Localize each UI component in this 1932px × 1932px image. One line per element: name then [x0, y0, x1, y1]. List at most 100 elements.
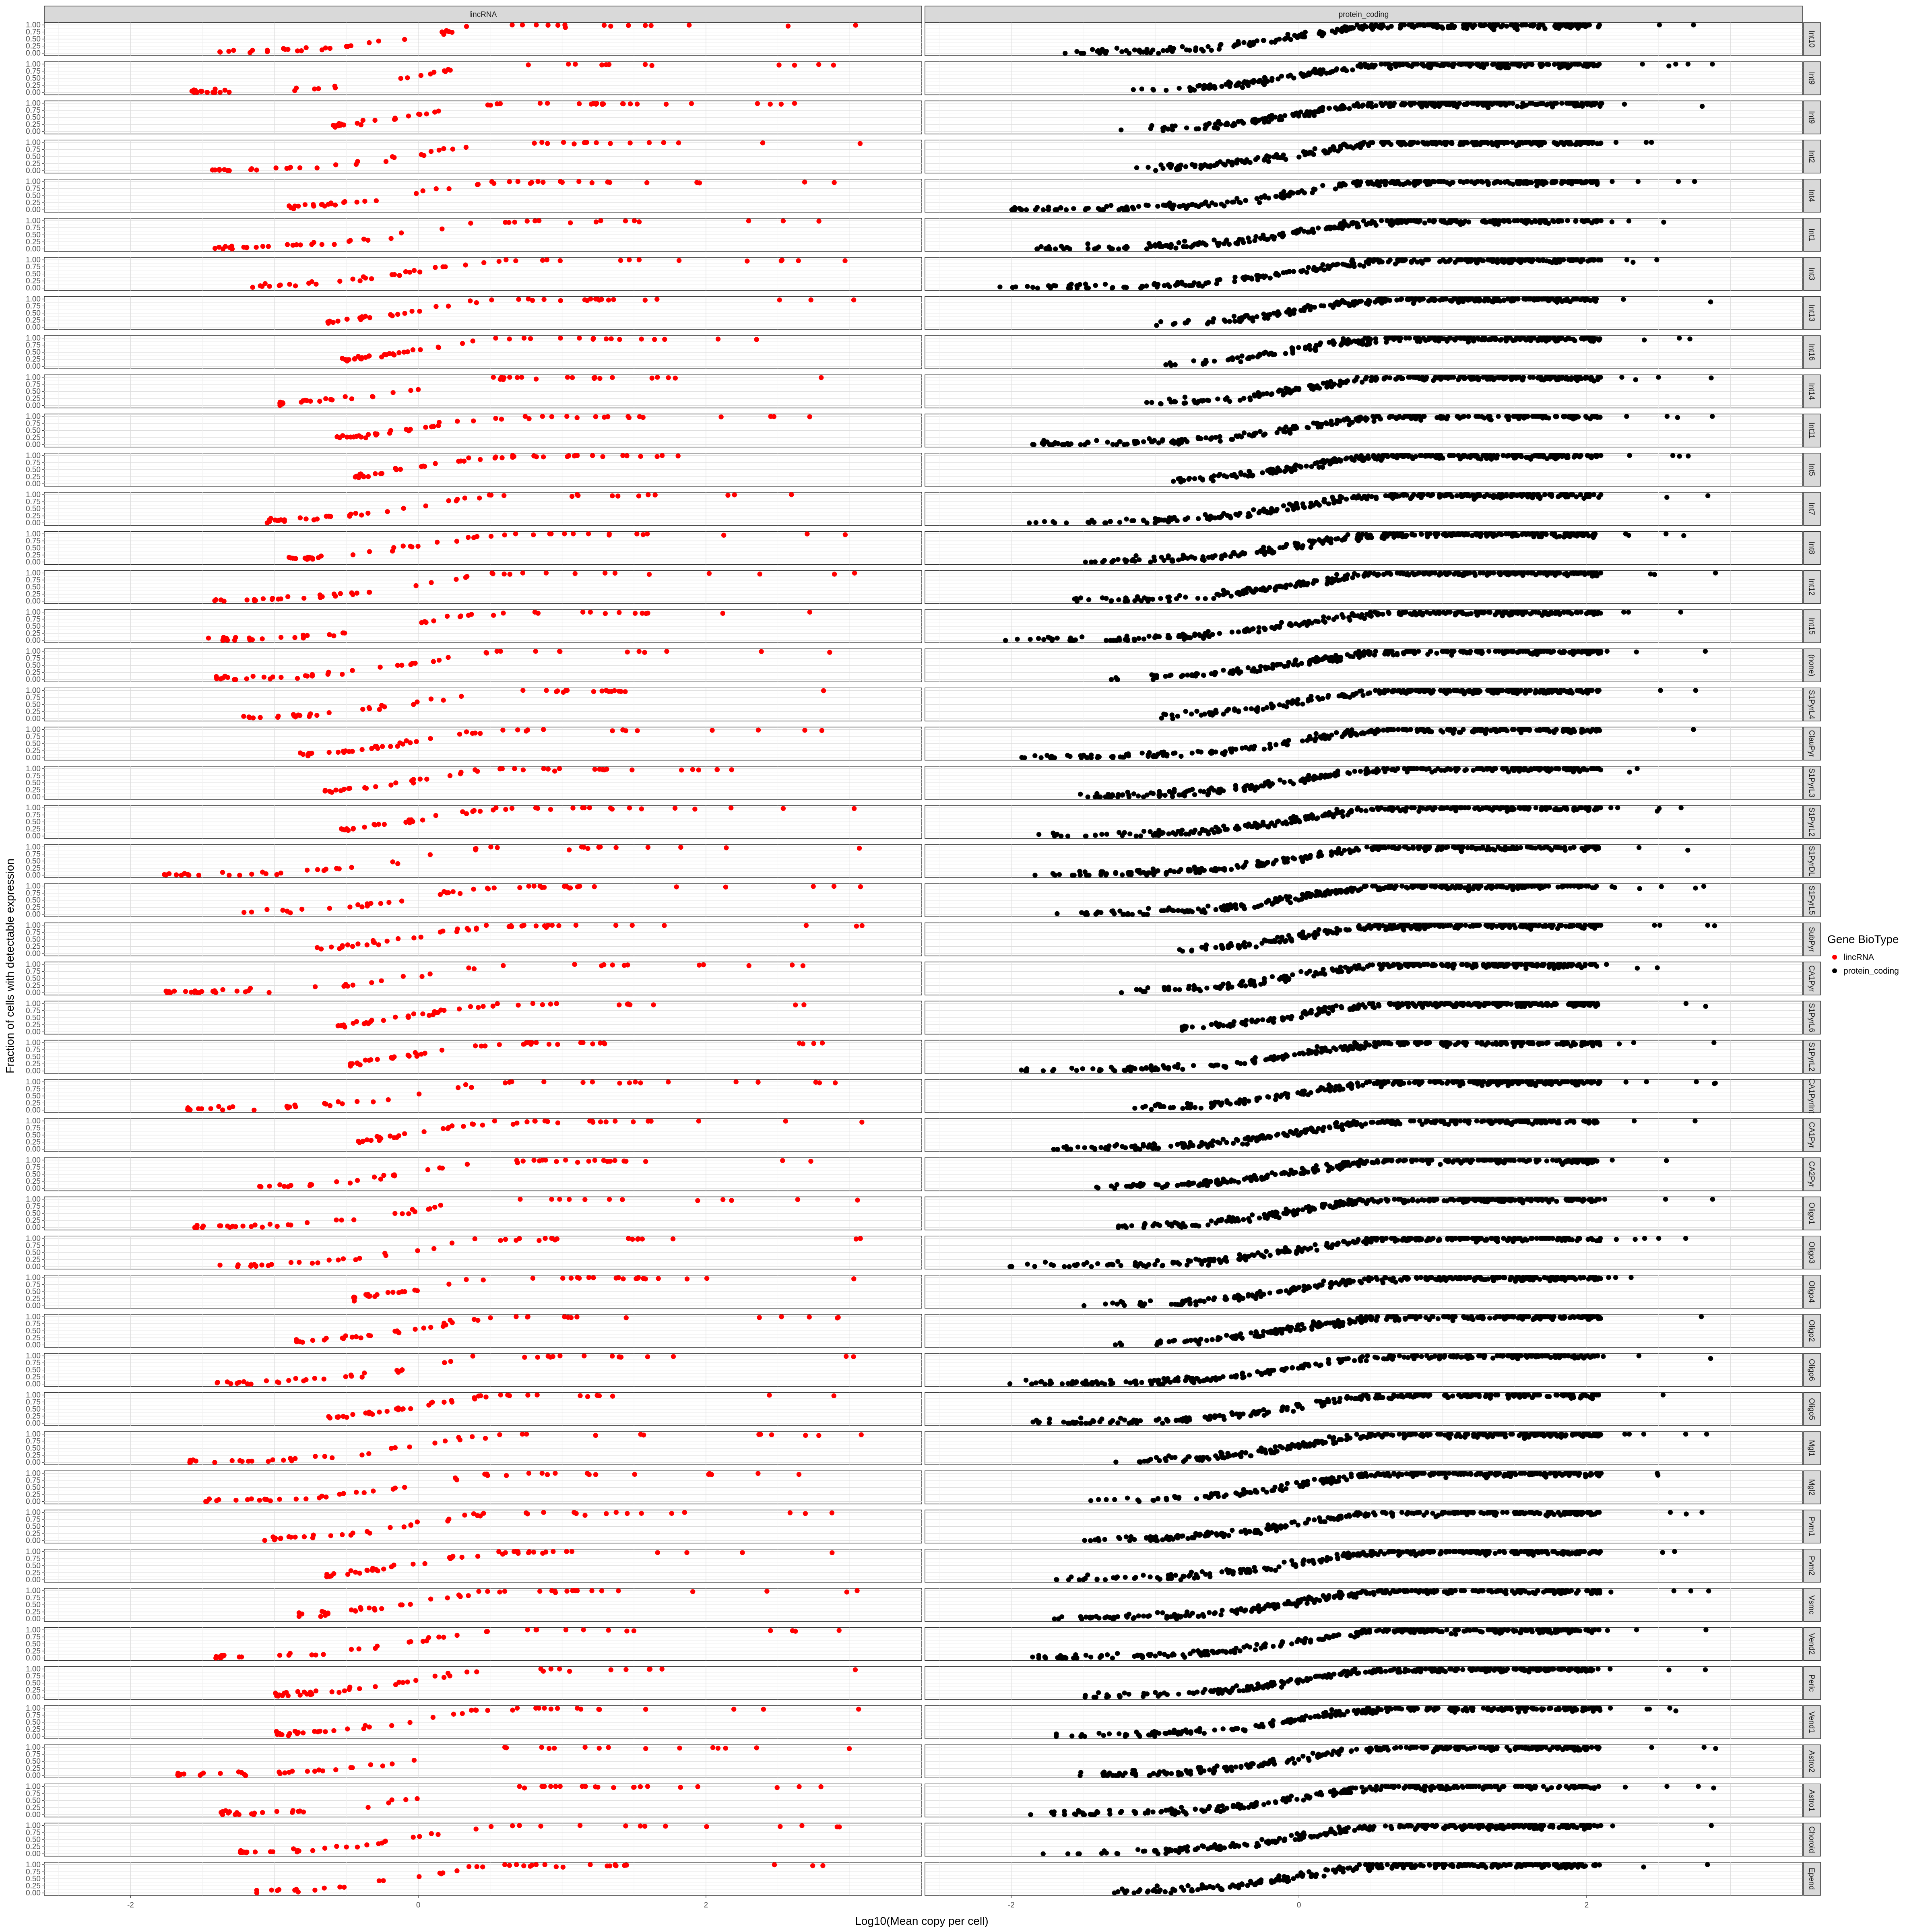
point-protein-coding	[1379, 218, 1384, 223]
point-lincrna	[607, 180, 613, 185]
point-protein-coding	[1272, 352, 1278, 357]
point-protein-coding	[1516, 257, 1521, 262]
panel-protein-coding-3	[925, 140, 1803, 173]
point-protein-coding	[1416, 335, 1422, 341]
point-protein-coding	[1566, 141, 1572, 147]
point-protein-coding	[1238, 470, 1243, 475]
point-lincrna	[431, 424, 436, 429]
point-lincrna	[317, 398, 322, 404]
point-protein-coding	[1108, 203, 1114, 208]
point-protein-coding	[1286, 193, 1292, 199]
point-protein-coding	[1247, 355, 1252, 360]
point-protein-coding	[1321, 380, 1326, 386]
point-protein-coding	[1321, 267, 1327, 272]
point-lincrna	[298, 242, 303, 248]
point-protein-coding	[1355, 101, 1360, 106]
point-protein-coding	[1269, 391, 1275, 396]
point-protein-coding	[1104, 49, 1109, 54]
point-lincrna	[541, 180, 546, 185]
point-protein-coding	[1649, 140, 1654, 145]
point-protein-coding	[1546, 298, 1552, 303]
panel-lincrna-0	[44, 22, 922, 56]
point-lincrna	[264, 520, 270, 526]
point-lincrna	[454, 539, 460, 544]
point-protein-coding	[1333, 225, 1338, 231]
point-lincrna	[421, 153, 427, 158]
point-protein-coding	[1488, 337, 1493, 342]
point-protein-coding	[1108, 519, 1113, 524]
point-lincrna	[400, 543, 406, 549]
point-protein-coding	[1469, 62, 1474, 67]
point-protein-coding	[1230, 160, 1235, 165]
point-protein-coding	[1219, 201, 1224, 207]
point-protein-coding	[1401, 493, 1406, 498]
point-lincrna	[361, 236, 367, 242]
point-lincrna	[645, 531, 650, 537]
point-protein-coding	[1250, 473, 1255, 479]
point-protein-coding	[1344, 455, 1350, 461]
point-lincrna	[634, 531, 640, 537]
point-lincrna	[610, 375, 615, 380]
point-lincrna	[192, 87, 197, 93]
point-protein-coding	[1178, 479, 1183, 485]
point-lincrna	[213, 87, 218, 92]
point-protein-coding	[1391, 221, 1396, 226]
point-lincrna	[217, 167, 222, 173]
point-protein-coding	[1312, 305, 1317, 310]
point-protein-coding	[1176, 557, 1181, 563]
point-protein-coding	[1519, 454, 1524, 459]
point-protein-coding	[1428, 62, 1433, 67]
point-lincrna	[754, 337, 759, 342]
point-protein-coding	[1436, 179, 1441, 184]
point-protein-coding	[1385, 453, 1390, 458]
point-protein-coding	[1258, 235, 1263, 241]
point-lincrna	[510, 453, 515, 458]
point-protein-coding	[1294, 228, 1300, 233]
point-protein-coding	[1359, 24, 1364, 29]
point-lincrna	[655, 375, 660, 380]
point-lincrna	[565, 375, 570, 380]
point-lincrna	[576, 101, 582, 106]
point-protein-coding	[1459, 257, 1464, 262]
point-protein-coding	[1169, 517, 1174, 522]
point-lincrna	[306, 281, 312, 286]
point-protein-coding	[1329, 384, 1334, 390]
point-lincrna	[428, 71, 433, 76]
point-lincrna	[295, 48, 300, 54]
y-tick-label: 0.50	[26, 35, 41, 43]
point-lincrna	[418, 347, 423, 353]
point-lincrna	[494, 101, 500, 107]
point-protein-coding	[1596, 257, 1601, 263]
point-lincrna	[373, 431, 378, 436]
point-protein-coding	[1710, 62, 1715, 67]
point-lincrna	[340, 356, 345, 361]
point-lincrna	[463, 262, 468, 268]
point-protein-coding	[1274, 430, 1280, 436]
point-protein-coding	[1247, 316, 1252, 321]
point-lincrna	[357, 315, 363, 320]
point-protein-coding	[1102, 281, 1108, 287]
point-lincrna	[433, 461, 438, 466]
point-protein-coding	[1482, 494, 1487, 499]
point-protein-coding	[1282, 113, 1288, 118]
point-protein-coding	[1536, 296, 1542, 301]
y-tick-label: 1.00	[26, 452, 41, 460]
point-protein-coding	[1402, 218, 1407, 223]
point-protein-coding	[1420, 62, 1426, 67]
row-strip-label: Int4	[1807, 189, 1816, 202]
point-lincrna	[466, 535, 471, 540]
point-protein-coding	[1183, 555, 1188, 561]
point-protein-coding	[1596, 375, 1602, 380]
point-protein-coding	[1063, 51, 1068, 56]
point-lincrna	[626, 23, 631, 28]
point-lincrna	[433, 186, 439, 192]
y-tick-label: 1.00	[26, 413, 41, 421]
point-protein-coding	[1567, 63, 1573, 68]
point-protein-coding	[1158, 401, 1163, 407]
point-protein-coding	[1124, 204, 1129, 210]
point-protein-coding	[1238, 200, 1243, 206]
point-lincrna	[326, 320, 331, 326]
point-protein-coding	[1171, 399, 1177, 405]
point-protein-coding	[1389, 414, 1395, 419]
point-protein-coding	[1493, 335, 1498, 341]
